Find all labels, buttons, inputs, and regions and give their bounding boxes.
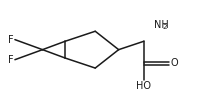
Text: F: F xyxy=(9,35,14,45)
Text: 2: 2 xyxy=(163,24,167,30)
Text: F: F xyxy=(9,55,14,65)
Text: O: O xyxy=(170,58,178,68)
Text: NH: NH xyxy=(154,20,168,30)
Text: HO: HO xyxy=(136,81,151,91)
